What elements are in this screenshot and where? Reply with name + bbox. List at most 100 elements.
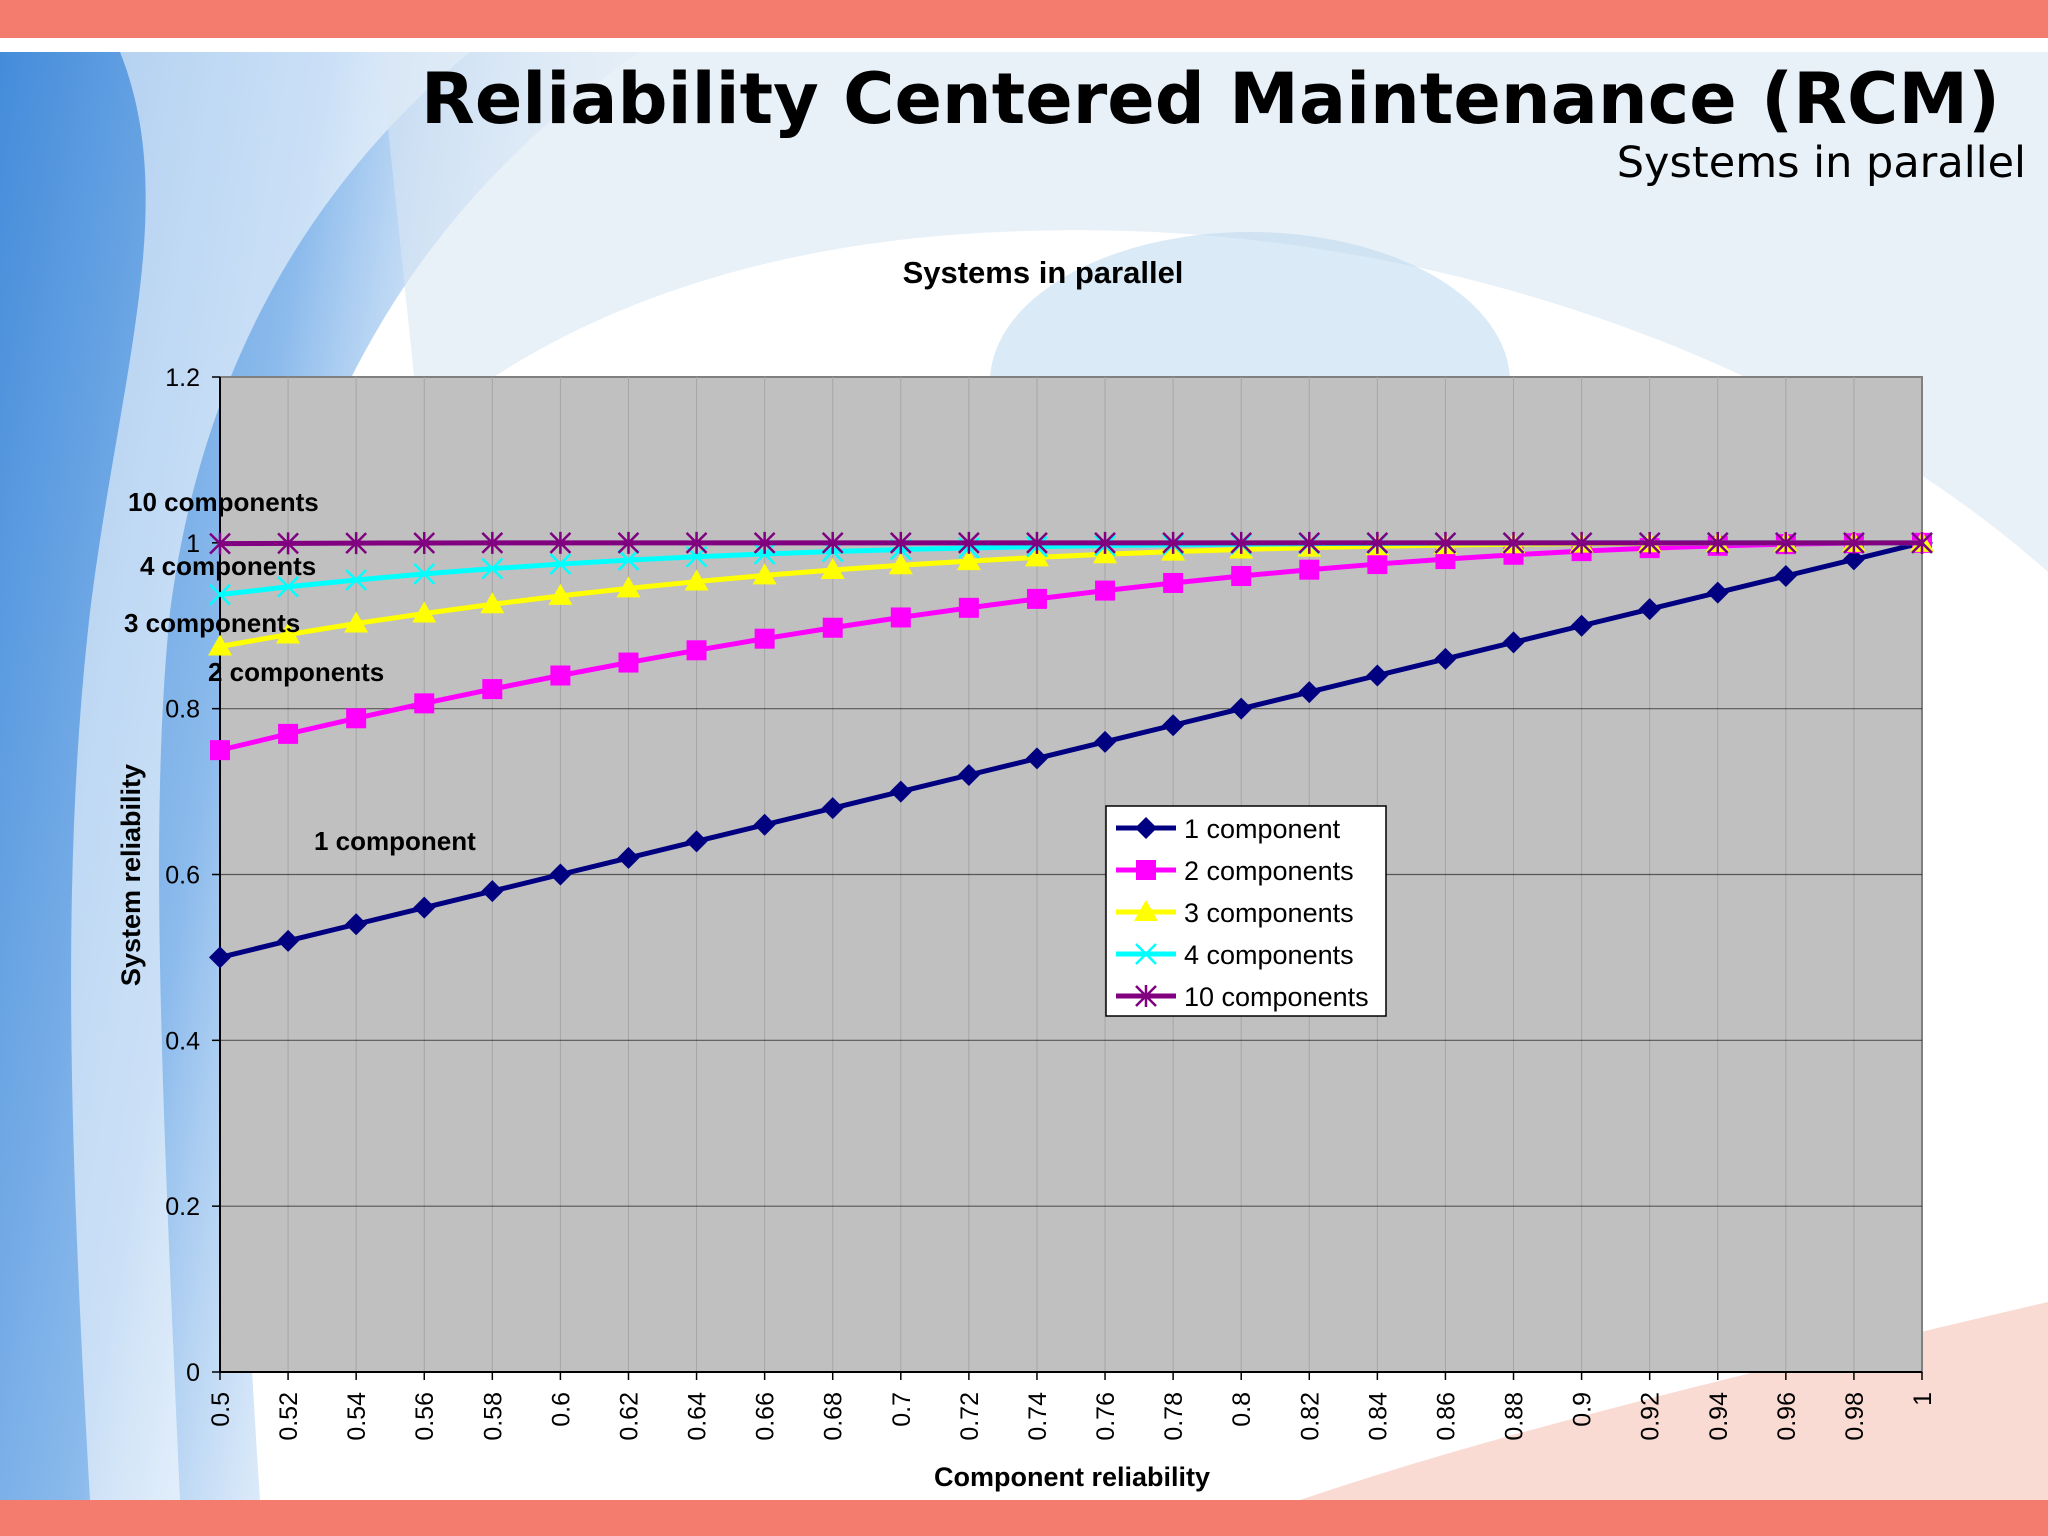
data-point xyxy=(1299,559,1320,580)
data-point xyxy=(413,896,436,919)
data-point xyxy=(1162,531,1185,554)
series-annotation: 4 components xyxy=(140,551,316,581)
data-point xyxy=(1231,566,1252,586)
data-point xyxy=(413,563,436,585)
x-tick-label: 0.68 xyxy=(820,1392,848,1441)
legend-marker xyxy=(1136,860,1156,880)
data-point xyxy=(686,640,707,661)
slide-title: Reliability Centered Maintenance (RCM) xyxy=(420,58,2000,140)
data-point xyxy=(1502,631,1525,654)
y-tick-label: 0.6 xyxy=(165,862,200,890)
data-point xyxy=(753,543,776,565)
data-point xyxy=(1230,531,1253,554)
data-point xyxy=(1367,554,1388,575)
x-tick-label: 0.58 xyxy=(479,1392,507,1441)
data-point xyxy=(821,797,844,820)
data-point xyxy=(889,780,912,803)
x-tick-label: 0.9 xyxy=(1569,1392,1597,1427)
data-point xyxy=(1911,531,1933,554)
data-point xyxy=(1570,531,1593,554)
legend-marker xyxy=(1135,817,1157,839)
x-tick-label: 0.8 xyxy=(1228,1392,1256,1427)
series-line xyxy=(219,540,1923,753)
data-point xyxy=(685,830,708,853)
x-tick-label: 0.76 xyxy=(1092,1392,1120,1441)
data-point xyxy=(1706,581,1729,604)
data-point xyxy=(753,813,776,836)
data-point xyxy=(1435,549,1456,570)
data-point xyxy=(617,846,640,869)
series-annotation: 1 component xyxy=(314,826,476,856)
data-point xyxy=(1842,548,1865,571)
series-line xyxy=(219,540,1922,547)
data-point xyxy=(1638,598,1661,621)
slide-subtitle: Systems in parallel xyxy=(1616,138,2026,188)
data-point xyxy=(481,880,504,903)
data-point xyxy=(617,549,640,571)
data-point xyxy=(277,929,300,952)
y-tick-label: 1.2 xyxy=(165,364,200,392)
data-point xyxy=(209,946,231,969)
data-point xyxy=(209,583,231,606)
x-tick-label: 0.56 xyxy=(411,1392,439,1441)
data-point xyxy=(1095,580,1116,601)
x-tick-label: 0.78 xyxy=(1160,1392,1188,1441)
data-point xyxy=(1774,565,1797,587)
data-point xyxy=(753,531,776,554)
data-point xyxy=(957,764,980,786)
x-tick-label: 0.54 xyxy=(343,1392,371,1441)
x-tick-label: 0.52 xyxy=(275,1392,303,1441)
top-accent-band xyxy=(0,0,2048,38)
data-point xyxy=(752,563,777,585)
data-point xyxy=(1298,531,1321,554)
data-point xyxy=(1094,531,1116,554)
data-point xyxy=(209,532,231,555)
data-point xyxy=(345,569,368,591)
legend-entry: 2 components xyxy=(1184,856,1354,886)
data-point xyxy=(754,628,775,649)
data-point xyxy=(277,575,299,598)
x-tick-label: 0.82 xyxy=(1296,1392,1324,1441)
data-point xyxy=(1434,647,1457,670)
x-tick-label: 0.66 xyxy=(752,1392,780,1441)
x-tick-label: 0.62 xyxy=(615,1392,643,1441)
legend-entry: 10 components xyxy=(1184,982,1369,1012)
data-point xyxy=(1774,531,1797,554)
chart-title: Systems in parallel xyxy=(903,255,1184,290)
y-tick-label: 1 xyxy=(186,530,200,558)
data-point xyxy=(617,531,640,554)
data-point xyxy=(1570,614,1593,637)
data-point xyxy=(550,665,571,686)
data-point xyxy=(1024,545,1049,567)
x-axis-label: Component reliability xyxy=(934,1462,1210,1492)
x-tick-label: 0.72 xyxy=(956,1392,984,1441)
data-point xyxy=(1162,714,1185,737)
legend-entry: 4 components xyxy=(1184,940,1354,970)
series-annotation: 10 components xyxy=(128,487,319,517)
data-point xyxy=(481,557,504,580)
series-annotation: 3 components xyxy=(124,608,300,638)
data-point xyxy=(1298,681,1321,704)
bottom-accent-band xyxy=(0,1500,2048,1536)
data-point xyxy=(820,558,845,580)
x-tick-label: 0.7 xyxy=(888,1392,916,1427)
data-point xyxy=(345,913,368,936)
data-point xyxy=(888,553,913,575)
x-tick-label: 0.96 xyxy=(1773,1392,1801,1441)
data-point xyxy=(277,532,299,555)
data-point xyxy=(482,679,503,700)
series-line xyxy=(219,540,1923,960)
data-point xyxy=(1434,531,1457,554)
data-point xyxy=(549,553,572,575)
data-point xyxy=(276,622,301,644)
x-tick-label: 1 xyxy=(1909,1392,1937,1406)
data-point xyxy=(210,740,230,761)
data-point xyxy=(480,592,505,614)
x-tick-label: 0.88 xyxy=(1501,1392,1529,1441)
x-tick-label: 0.98 xyxy=(1841,1392,1869,1441)
series-annotation: 2 components xyxy=(208,657,384,687)
x-tick-label: 0.86 xyxy=(1432,1392,1460,1441)
y-tick-label: 0.2 xyxy=(165,1193,200,1221)
data-point xyxy=(278,723,299,744)
x-tick-label: 0.5 xyxy=(207,1392,235,1427)
